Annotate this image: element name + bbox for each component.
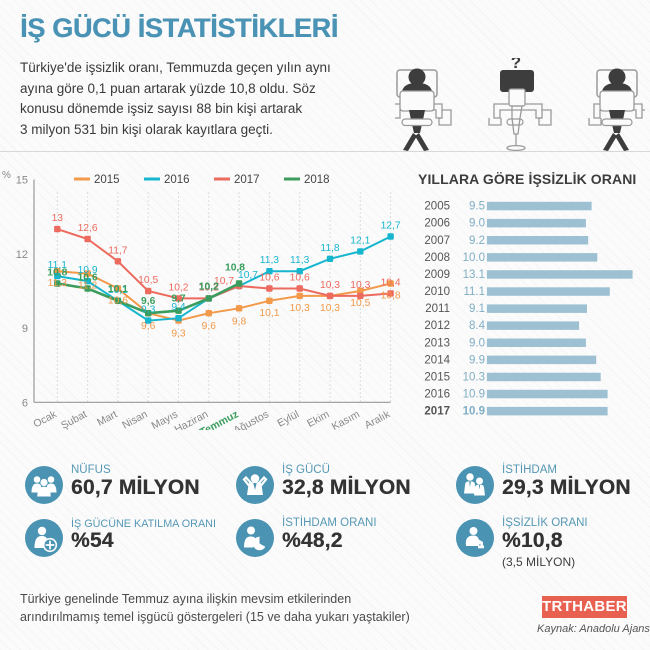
- svg-text:13: 13: [52, 213, 64, 224]
- svg-text:2012: 2012: [424, 320, 450, 332]
- svg-text:11,3: 11,3: [260, 255, 280, 266]
- svg-text:13.1: 13.1: [463, 269, 485, 281]
- svg-text:9.0: 9.0: [469, 218, 485, 230]
- svg-text:2006: 2006: [424, 218, 450, 230]
- svg-text:10,1: 10,1: [108, 284, 128, 295]
- svg-text:9,6: 9,6: [141, 296, 156, 307]
- svg-text:10.9: 10.9: [463, 406, 485, 418]
- svg-text:2017: 2017: [424, 406, 450, 418]
- svg-text:Şubat: Şubat: [59, 408, 89, 430]
- svg-text:10,6: 10,6: [108, 296, 128, 307]
- svg-text:9,3: 9,3: [171, 329, 186, 340]
- svg-text:15: 15: [16, 175, 28, 187]
- svg-text:10,5: 10,5: [138, 275, 158, 286]
- svg-text:10,4: 10,4: [381, 277, 401, 288]
- svg-text:9.1: 9.1: [469, 303, 485, 315]
- svg-text:10,3: 10,3: [320, 303, 340, 314]
- svg-text:10,8: 10,8: [381, 291, 401, 302]
- svg-text:9.2: 9.2: [469, 235, 485, 247]
- svg-text:10,1: 10,1: [259, 308, 279, 319]
- svg-text:2005: 2005: [424, 201, 450, 213]
- svg-text:9: 9: [22, 323, 28, 335]
- svg-text:10,3: 10,3: [350, 280, 370, 291]
- svg-text:12,1: 12,1: [350, 235, 370, 246]
- svg-text:12,6: 12,6: [78, 223, 98, 234]
- svg-text:Nisan: Nisan: [120, 408, 149, 430]
- svg-text:Aralık: Aralık: [363, 408, 393, 430]
- svg-text:6: 6: [22, 397, 28, 409]
- svg-text:2009: 2009: [424, 269, 450, 281]
- svg-text:2013: 2013: [424, 337, 450, 349]
- svg-text:2008: 2008: [424, 252, 450, 264]
- svg-text:2014: 2014: [424, 354, 450, 366]
- svg-text:Kasım: Kasım: [330, 408, 362, 430]
- svg-text:Mart: Mart: [95, 408, 119, 428]
- svg-text:9.0: 9.0: [469, 337, 485, 349]
- svg-text:12,7: 12,7: [381, 221, 401, 232]
- svg-text:10,5: 10,5: [350, 298, 370, 309]
- svg-text:10,2: 10,2: [168, 282, 188, 293]
- svg-text:2011: 2011: [425, 303, 450, 315]
- svg-text:10.0: 10.0: [463, 252, 485, 264]
- svg-text:11,8: 11,8: [320, 243, 340, 254]
- svg-text:2007: 2007: [424, 235, 450, 247]
- svg-text:11.1: 11.1: [463, 286, 485, 298]
- svg-text:2018: 2018: [304, 174, 330, 186]
- svg-text:Eylül: Eylül: [275, 408, 301, 429]
- svg-text:9,8: 9,8: [232, 316, 247, 327]
- svg-text:%: %: [2, 170, 11, 181]
- svg-text:2015: 2015: [424, 371, 450, 383]
- svg-text:10,3: 10,3: [320, 280, 340, 291]
- svg-text:10,6: 10,6: [290, 273, 310, 284]
- svg-text:2016: 2016: [164, 174, 190, 186]
- svg-text:10.3: 10.3: [463, 371, 485, 383]
- svg-text:11,3: 11,3: [48, 278, 68, 289]
- svg-text:Ekim: Ekim: [305, 408, 331, 430]
- svg-text:2010: 2010: [424, 286, 450, 298]
- svg-text:?: ?: [511, 58, 521, 72]
- svg-text:11,3: 11,3: [290, 255, 310, 266]
- svg-text:Ocak: Ocak: [31, 408, 59, 430]
- svg-text:10,8: 10,8: [47, 268, 67, 279]
- svg-text:11,7: 11,7: [108, 245, 128, 256]
- svg-text:2016: 2016: [424, 389, 450, 401]
- svg-text:9.5: 9.5: [469, 201, 485, 213]
- svg-text:10,8: 10,8: [225, 263, 245, 274]
- svg-text:9,7: 9,7: [171, 294, 186, 305]
- svg-text:10.9: 10.9: [463, 389, 485, 401]
- svg-text:9,6: 9,6: [202, 321, 217, 332]
- svg-text:2015: 2015: [94, 174, 120, 186]
- svg-text:9,6: 9,6: [141, 321, 156, 332]
- svg-text:10,2: 10,2: [199, 281, 219, 292]
- svg-text:12: 12: [16, 249, 28, 261]
- svg-text:2017: 2017: [234, 174, 260, 186]
- svg-text:10,6: 10,6: [259, 273, 279, 284]
- svg-text:10,6: 10,6: [78, 273, 98, 284]
- svg-text:10,3: 10,3: [290, 303, 310, 314]
- svg-text:9.9: 9.9: [469, 354, 485, 366]
- svg-text:8.4: 8.4: [469, 320, 486, 332]
